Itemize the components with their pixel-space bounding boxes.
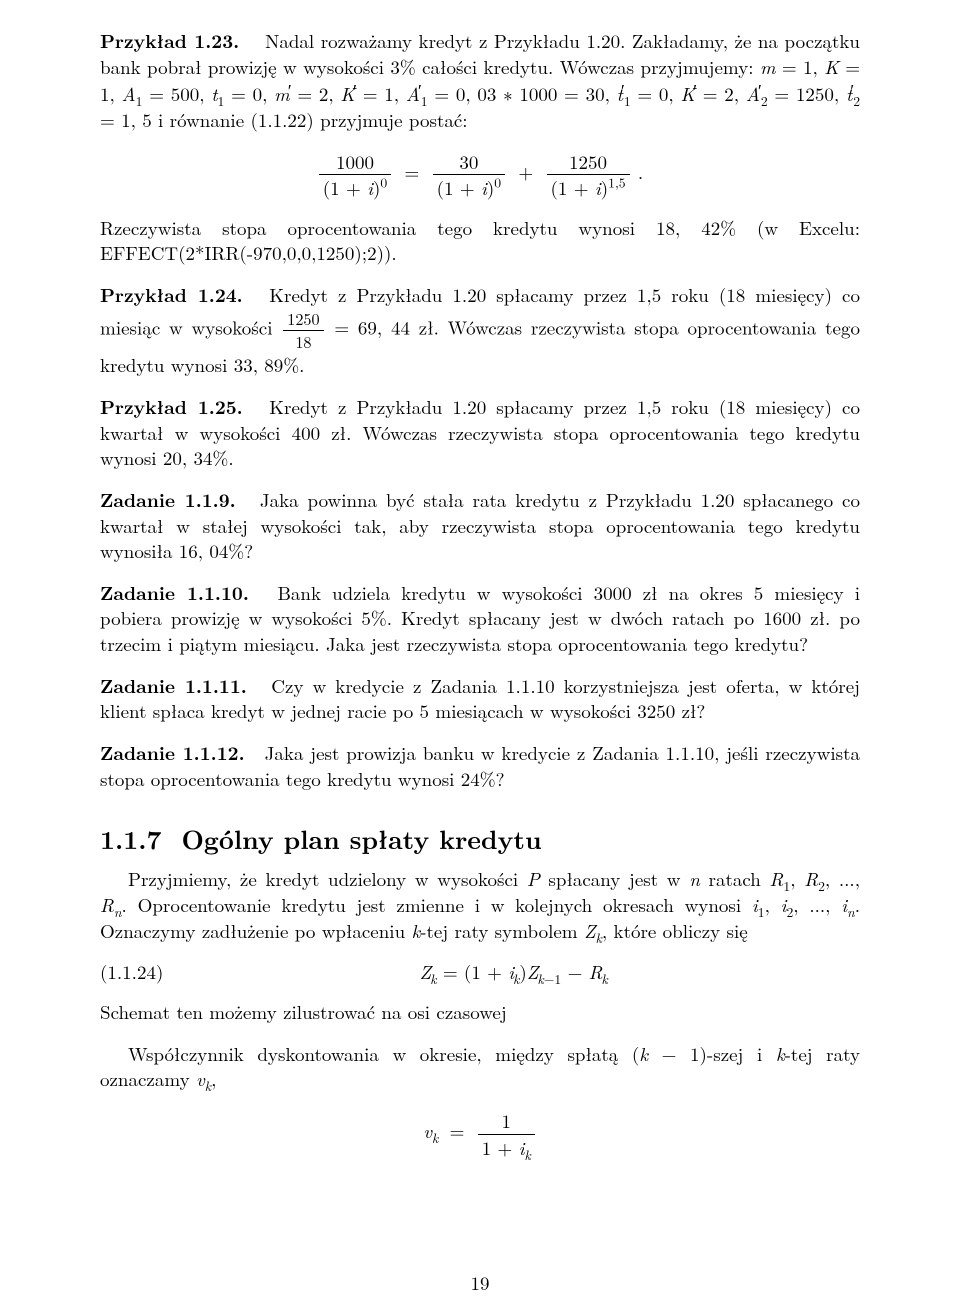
- heading-task-1-1-11: Zadanie 1.1.11.: [100, 671, 247, 699]
- task-1-1-12: Zadanie 1.1.12. Jaka jest prowizja banku…: [100, 740, 860, 791]
- section-heading: 1.1.7 Ogólny plan spłaty kredytu: [100, 821, 860, 856]
- section-intro: Przyjmiemy, że kredyt udzielony w wysoko…: [100, 866, 860, 943]
- section-title: Ogólny plan spłaty kredytu: [181, 820, 541, 857]
- example-1-24: Przykład 1.24. Kredyt z Przykładu 1.20 s…: [100, 282, 860, 378]
- text: Rzeczywista stopa oprocentowania tego kr…: [100, 215, 860, 266]
- example-1-25: Przykład 1.25. Kredyt z Przykładu 1.20 s…: [100, 394, 860, 471]
- example-1-23: Przykład 1.23. Nadal rozważamy kredyt z …: [100, 28, 860, 133]
- fraction: 30 (1 + i)0: [433, 149, 505, 201]
- heading-ex-1-23: Przykład 1.23.: [100, 26, 239, 54]
- task-1-1-11: Zadanie 1.1.11. Czy w kredycie z Zadania…: [100, 673, 860, 724]
- fraction: 1000 (1 + i)0: [319, 149, 391, 201]
- heading-task-1-1-10: Zadanie 1.1.10.: [100, 578, 249, 606]
- heading-task-1-1-9: Zadanie 1.1.9.: [100, 485, 236, 513]
- fraction: 1 1 + ik: [478, 1108, 535, 1160]
- heading-task-1-1-12: Zadanie 1.1.12.: [100, 738, 245, 766]
- equation-1: 1000 (1 + i)0 = 30 (1 + i)0 + 1250 (1 + …: [100, 149, 860, 201]
- section-number: 1.1.7: [100, 820, 161, 857]
- equation-number: (1.1.24): [100, 959, 167, 985]
- task-1-1-9: Zadanie 1.1.9. Jaka powinna być stała ra…: [100, 487, 860, 564]
- heading-ex-1-25: Przykład 1.25.: [100, 392, 243, 420]
- var-m: m: [760, 53, 776, 80]
- page-number: 19: [0, 1270, 960, 1296]
- page: Przykład 1.23. Nadal rozważamy kredyt z …: [0, 0, 960, 1310]
- equation-vk: vk = 1 1 + ik: [100, 1108, 860, 1160]
- task-1-1-10: Zadanie 1.1.10. Bank udziela kredytu w w…: [100, 580, 860, 657]
- inline-fraction: 125018: [283, 308, 323, 353]
- fraction: 1250 (1 + i)1,5: [547, 149, 630, 201]
- text: Schemat ten możemy zilustrować na osi cz…: [100, 999, 860, 1025]
- heading-ex-1-24: Przykład 1.24.: [100, 280, 243, 308]
- equation-1-1-24: (1.1.24) Zk = (1 + ik)Zk−1 − Rk: [100, 959, 860, 985]
- text: Współczynnik dyskontowania w okresie, mi…: [100, 1041, 860, 1092]
